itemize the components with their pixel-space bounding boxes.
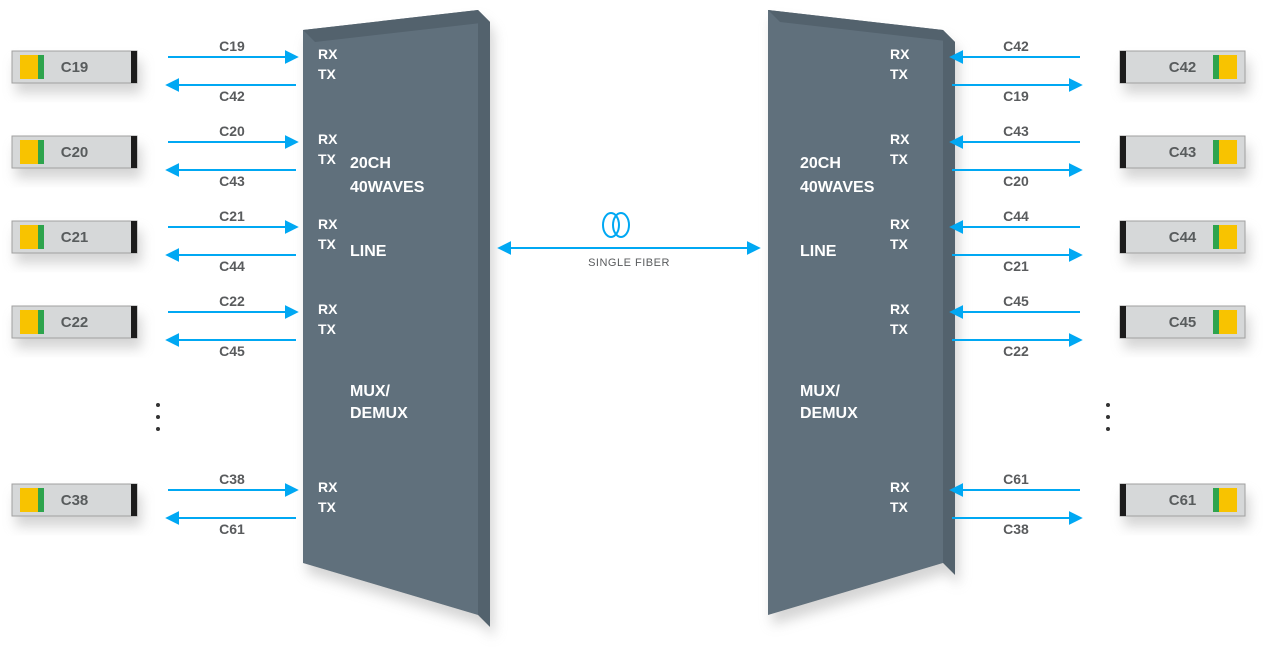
left-module-C21: C21 [12,221,137,253]
tx-label: TX [890,66,909,82]
left-module-C38-label: C38 [61,492,89,509]
rx-label: RX [890,479,910,495]
left-tx-arrow-label: C45 [219,343,245,359]
right-tx-arrow-label: C22 [1003,343,1029,359]
left-module-C22: C22 [12,306,137,338]
left-module-C20-label: C20 [61,144,89,161]
ellipsis-dot [1106,415,1110,419]
tx-label: TX [318,236,337,252]
left-module-C22-label: C22 [61,314,89,331]
right-mux-text: MUX/ [800,383,841,400]
right-module-C43-label: C43 [1169,144,1197,161]
rx-label: RX [318,131,338,147]
tx-label: TX [318,151,337,167]
right-tx-arrow-label: C19 [1003,88,1029,104]
tx-label: TX [890,499,909,515]
left-mux-text: 20CH [350,155,391,172]
left-mux-text: 40WAVES [350,179,425,196]
right-module-C45: C45 [1120,306,1245,338]
tx-label: TX [890,321,909,337]
right-module-C61: C61 [1120,484,1245,516]
right-mux-text: 20CH [800,155,841,172]
left-rx-arrow-label: C22 [219,293,245,309]
right-rx-arrow-label: C44 [1003,208,1029,224]
ellipsis-dot [156,427,160,431]
left-rx-arrow-label: C19 [219,38,245,54]
diagram-canvas: 20CH 40WAVES LINE MUX/DEMUX 20CH 40WAVES LINE M… [0,0,1267,648]
tx-label: TX [890,236,909,252]
right-rx-arrow-label: C61 [1003,471,1029,487]
fiber-label: SINGLE FIBER [588,257,670,269]
right-module-C42-label: C42 [1169,59,1197,76]
left-module-C21-label: C21 [61,229,89,246]
rx-label: RX [318,216,338,232]
right-rx-arrow-label: C42 [1003,38,1029,54]
left-module-C19: C19 [12,51,137,83]
left-tx-arrow-label: C42 [219,88,245,104]
right-mux-text: 40WAVES [800,179,875,196]
right-tx-arrow-label: C21 [1003,258,1029,274]
tx-label: TX [318,499,337,515]
left-module-C38: C38 [12,484,137,516]
left-tx-arrow-label: C44 [219,258,245,274]
right-module-C45-label: C45 [1169,314,1197,331]
right-rx-arrow-label: C43 [1003,123,1029,139]
right-module-C44-label: C44 [1169,229,1197,246]
rx-label: RX [890,131,910,147]
left-rx-arrow-label: C38 [219,471,245,487]
right-module-C61-label: C61 [1169,492,1197,509]
tx-label: TX [318,321,337,337]
ellipsis-dot [1106,427,1110,431]
tx-label: TX [890,151,909,167]
right-mux-text: LINE [800,243,837,260]
rx-label: RX [318,46,338,62]
left-mux-text: LINE [350,243,387,260]
right-module-C42: C42 [1120,51,1245,83]
right-module-C43: C43 [1120,136,1245,168]
left-mux [303,10,490,627]
left-mux-text: DEMUX [350,405,408,422]
ellipsis-dot [1106,403,1110,407]
left-tx-arrow-label: C61 [219,521,245,537]
right-mux-text: DEMUX [800,405,858,422]
rx-label: RX [890,301,910,317]
right-module-C44: C44 [1120,221,1245,253]
left-rx-arrow-label: C21 [219,208,245,224]
right-tx-arrow-label: C38 [1003,521,1029,537]
left-rx-arrow-label: C20 [219,123,245,139]
ellipsis-dot [156,415,160,419]
left-mux-text: MUX/ [350,383,391,400]
right-mux [768,10,955,615]
right-rx-arrow-label: C45 [1003,293,1029,309]
left-module-C20: C20 [12,136,137,168]
rx-label: RX [890,46,910,62]
left-module-C19-label: C19 [61,59,89,76]
right-tx-arrow-label: C20 [1003,173,1029,189]
rx-label: RX [318,479,338,495]
ellipsis-dot [156,403,160,407]
rx-label: RX [318,301,338,317]
tx-label: TX [318,66,337,82]
rx-label: RX [890,216,910,232]
left-tx-arrow-label: C43 [219,173,245,189]
fiber-icon [603,213,629,237]
